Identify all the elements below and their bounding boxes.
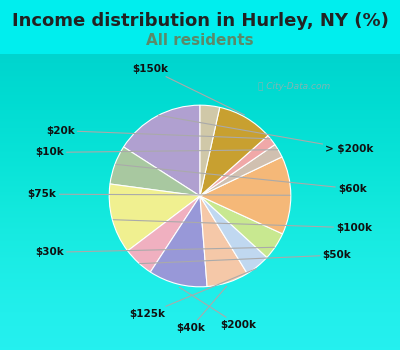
Wedge shape: [124, 105, 200, 196]
Text: ⓘ City-Data.com: ⓘ City-Data.com: [258, 83, 330, 91]
Text: $20k: $20k: [46, 126, 270, 139]
Wedge shape: [200, 105, 220, 196]
Text: $150k: $150k: [132, 64, 244, 115]
Wedge shape: [150, 196, 207, 287]
Text: $75k: $75k: [28, 189, 290, 199]
Wedge shape: [200, 157, 291, 234]
Wedge shape: [128, 196, 200, 272]
Text: $100k: $100k: [113, 220, 372, 233]
Text: All residents: All residents: [146, 33, 254, 48]
Text: > $200k: > $200k: [158, 115, 374, 154]
Wedge shape: [200, 136, 275, 196]
Wedge shape: [109, 184, 200, 251]
Wedge shape: [110, 147, 200, 196]
Wedge shape: [200, 196, 267, 274]
Text: $50k: $50k: [140, 250, 351, 264]
Wedge shape: [200, 145, 282, 196]
Text: $60k: $60k: [116, 164, 367, 194]
Wedge shape: [200, 107, 268, 196]
Wedge shape: [200, 196, 247, 287]
Text: $40k: $40k: [176, 286, 227, 333]
Text: Income distribution in Hurley, NY (%): Income distribution in Hurley, NY (%): [12, 12, 388, 30]
Text: $10k: $10k: [35, 147, 278, 158]
Text: $125k: $125k: [129, 269, 256, 319]
Text: $200k: $200k: [180, 287, 256, 330]
Text: $30k: $30k: [35, 247, 274, 257]
Wedge shape: [200, 196, 282, 257]
